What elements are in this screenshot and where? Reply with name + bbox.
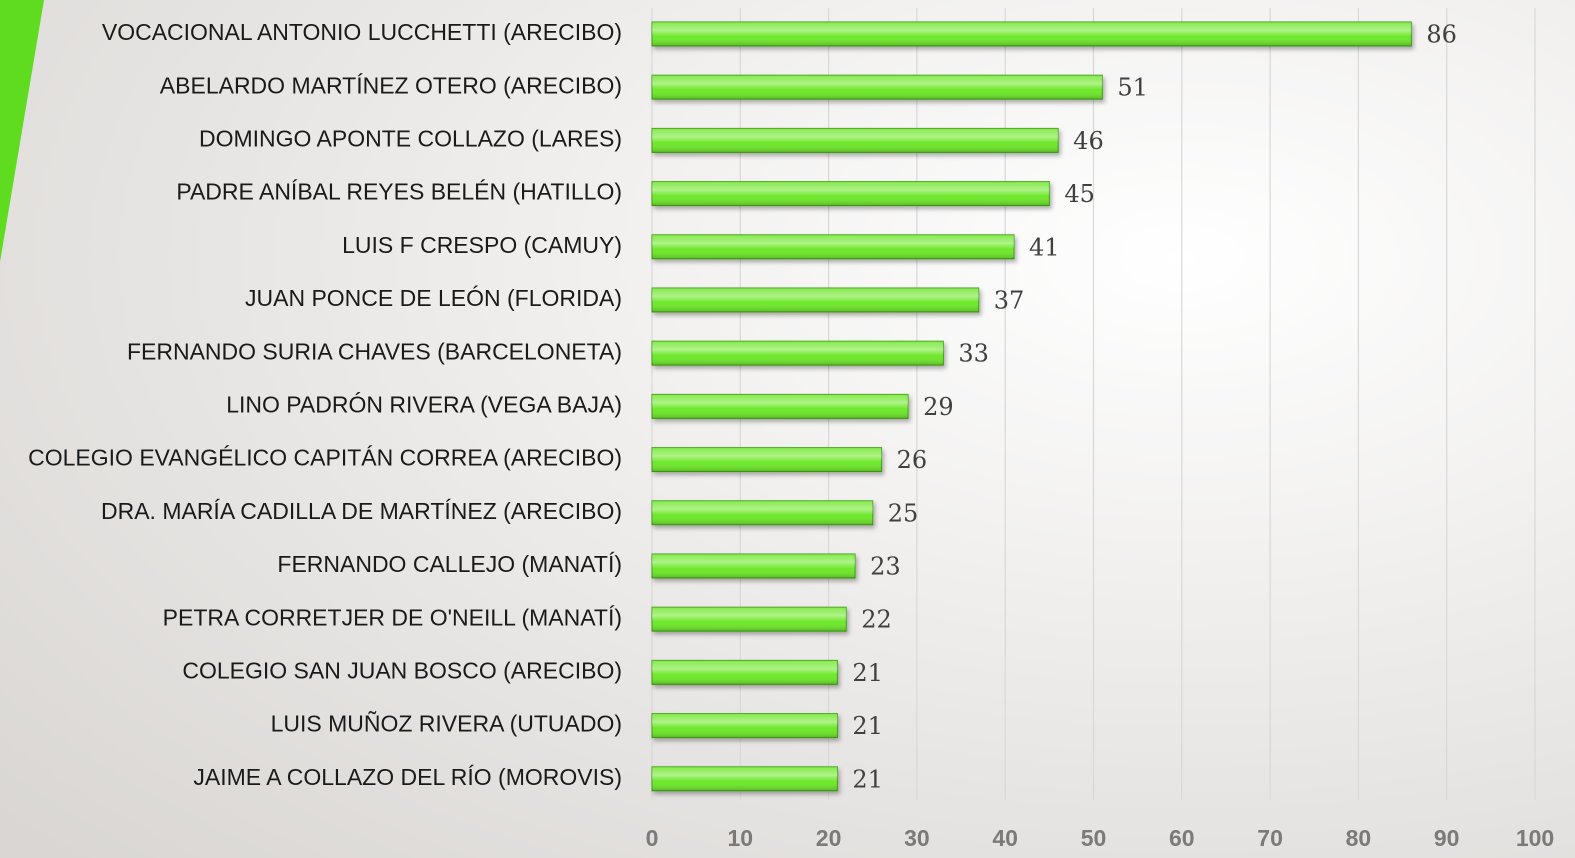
- value-label: 23: [870, 553, 901, 581]
- category-label: DOMINGO APONTE COLLAZO (LARES): [199, 125, 622, 151]
- x-tick-label: 30: [904, 825, 930, 851]
- value-label: 86: [1426, 21, 1457, 49]
- value-label: 21: [852, 765, 883, 793]
- category-label: PADRE ANÍBAL REYES BELÉN (HATILLO): [176, 179, 622, 205]
- value-label: 51: [1117, 74, 1148, 102]
- bar: [651, 21, 1412, 47]
- bar: [651, 234, 1015, 260]
- category-label: LINO PADRÓN RIVERA (VEGA BAJA): [226, 391, 622, 417]
- bar: [651, 500, 874, 526]
- x-tick-label: 70: [1257, 825, 1283, 851]
- x-tick-label: 10: [728, 825, 754, 851]
- bar: [651, 606, 847, 632]
- value-label: 46: [1073, 127, 1104, 155]
- x-tick-label: 50: [1081, 825, 1107, 851]
- bar: [651, 766, 838, 792]
- bar: [651, 659, 838, 685]
- x-tick-label: 90: [1434, 825, 1460, 851]
- value-label: 25: [888, 499, 919, 527]
- value-label: 33: [958, 340, 989, 368]
- value-label: 22: [861, 606, 892, 634]
- value-label: 21: [852, 712, 883, 740]
- value-label: 41: [1029, 233, 1060, 261]
- category-label: PETRA CORRETJER DE O'NEILL (MANATÍ): [163, 604, 622, 630]
- bar: [651, 74, 1103, 100]
- category-label: ABELARDO MARTÍNEZ OTERO (ARECIBO): [160, 72, 622, 98]
- x-tick-label: 40: [992, 825, 1018, 851]
- value-label: 21: [852, 659, 883, 687]
- value-label: 29: [923, 393, 954, 421]
- x-tick-label: 100: [1516, 825, 1554, 851]
- category-label: JUAN PONCE DE LEÓN (FLORIDA): [245, 285, 622, 311]
- category-label: FERNANDO CALLEJO (MANATÍ): [277, 551, 622, 577]
- x-tick-label: 60: [1169, 825, 1195, 851]
- value-label: 45: [1064, 180, 1095, 208]
- x-tick-label: 0: [646, 825, 659, 851]
- category-label: VOCACIONAL ANTONIO LUCCHETTI (ARECIBO): [102, 19, 622, 45]
- bar: [651, 393, 909, 419]
- value-label: 37: [994, 287, 1025, 315]
- category-label: LUIS MUÑOZ RIVERA (UTUADO): [271, 711, 622, 737]
- bar: [651, 127, 1059, 153]
- x-tick-label: 80: [1346, 825, 1372, 851]
- bar: [651, 447, 883, 473]
- corner-accent: [0, 0, 44, 262]
- bar: [651, 181, 1050, 207]
- x-tick-label: 20: [816, 825, 842, 851]
- category-label: FERNANDO SURIA CHAVES (BARCELONETA): [127, 338, 622, 364]
- category-label: COLEGIO SAN JUAN BOSCO (ARECIBO): [182, 657, 622, 683]
- value-label: 26: [897, 446, 928, 474]
- bar: [651, 287, 980, 313]
- category-label: COLEGIO EVANGÉLICO CAPITÁN CORREA (ARECI…: [28, 445, 622, 471]
- category-label: DRA. MARÍA CADILLA DE MARTÍNEZ (ARECIBO): [101, 498, 622, 524]
- bar: [651, 340, 944, 366]
- bar: [651, 713, 838, 739]
- bar: [651, 553, 856, 579]
- category-label: LUIS F CRESPO (CAMUY): [342, 232, 622, 258]
- category-label: JAIME A COLLAZO DEL RÍO (MOROVIS): [193, 764, 622, 790]
